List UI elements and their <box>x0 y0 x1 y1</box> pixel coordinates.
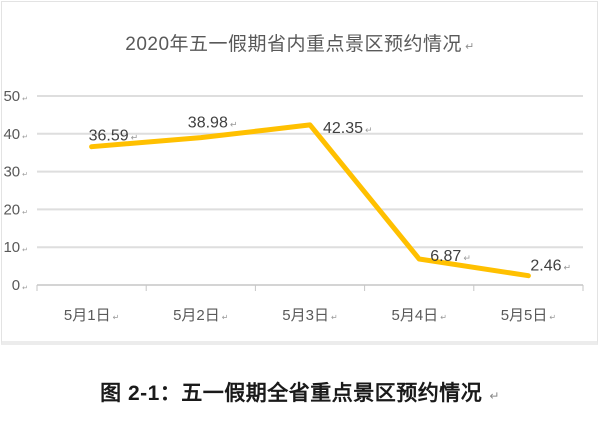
paragraph-mark-icon: ↵ <box>22 285 28 292</box>
x-axis-tick-label: 5月2日 ↵ <box>173 307 228 324</box>
chart-panel <box>1 1 598 345</box>
paragraph-mark-icon: ↵ <box>22 247 28 254</box>
x-axis-tick-label: 5月5日 ↵ <box>501 307 556 324</box>
paragraph-mark-icon: ↵ <box>22 96 28 103</box>
line-chart: 0 ↵ 10 ↵ 20 ↵ 30 ↵ 40 ↵ 50 ↵ 5月1日 ↵ 5月2日 ↵ 5月3日 ↵ 5月4日 ↵ 5月5… <box>3 88 584 324</box>
paragraph-mark-icon: ↵ <box>22 134 28 141</box>
paragraph-mark-icon: ↵ <box>230 120 238 130</box>
figure-caption: 图 2-1：五一假期全省重点景区预约情况 ↵ <box>0 380 600 410</box>
data-series-line <box>89 122 531 279</box>
y-axis-tick-label: 20 ↵ <box>3 201 28 218</box>
x-axis-tick-label: 5月1日 ↵ <box>64 307 119 324</box>
paragraph-mark-icon: ↵ <box>564 263 572 273</box>
y-axis-tick-label: 30 ↵ <box>3 164 28 181</box>
paragraph-mark-icon: ↵ <box>465 41 475 53</box>
y-axis-tick-label: 50 ↵ <box>3 88 28 105</box>
x-axis-tick-label: 5月4日 ↵ <box>392 307 447 324</box>
y-axis-tick-label: 10 ↵ <box>3 239 28 256</box>
paragraph-mark-icon: ↵ <box>113 313 120 322</box>
paragraph-mark-icon: ↵ <box>365 125 373 135</box>
data-point-label: 42.35 ↵ <box>323 120 373 137</box>
chart-title: 2020年五一假期省内重点景区预约情况 ↵ <box>0 33 600 59</box>
paragraph-mark-icon: ↵ <box>489 389 500 403</box>
paragraph-mark-icon: ↵ <box>131 133 139 143</box>
data-point-label: 36.59 ↵ <box>89 128 139 145</box>
figure-caption-text: 图 2-1：五一假期全省重点景区预约情况 <box>100 382 483 405</box>
data-point-label: 6.87 ↵ <box>430 248 471 265</box>
paragraph-mark-icon: ↵ <box>222 313 229 322</box>
data-point-label: 2.46 ↵ <box>530 258 571 275</box>
chart-title-text: 2020年五一假期省内重点景区预约情况 <box>125 34 463 55</box>
paragraph-mark-icon: ↵ <box>22 172 28 179</box>
paragraph-mark-icon: ↵ <box>549 313 556 322</box>
paragraph-mark-icon: ↵ <box>463 253 471 263</box>
x-axis-tick-label: 5月3日 ↵ <box>282 307 337 324</box>
paragraph-mark-icon: ↵ <box>22 209 28 216</box>
paragraph-mark-icon: ↵ <box>331 313 338 322</box>
y-axis-tick-label: 40 ↵ <box>3 126 28 143</box>
y-axis-tick-label: 0 ↵ <box>12 277 28 294</box>
paragraph-mark-icon: ↵ <box>440 313 447 322</box>
data-point-label: 38.98 ↵ <box>188 115 238 132</box>
